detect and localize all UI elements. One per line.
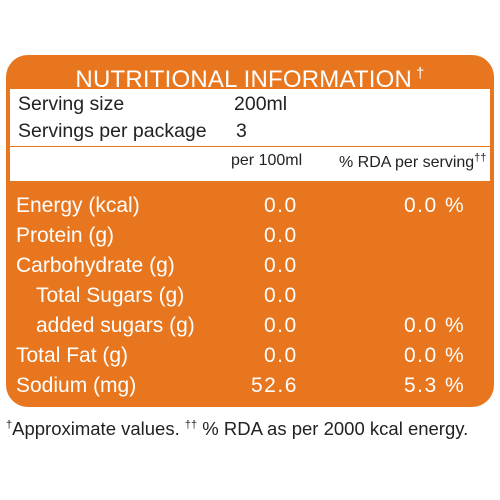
column-header-rda: % RDA per serving†† [339,152,486,172]
nutrient-rda-value: 0.0 % [404,344,466,367]
nutrient-row-total-fat: Total Fat (g) 0.0 0.0 % [6,341,494,371]
nutrient-row-added-sugars: added sugars (g) 0.0 0.0 % [6,311,494,341]
footnote-text-1: Approximate values. [12,418,185,439]
nutrient-row-energy: Energy (kcal) 0.0 0.0 % [6,191,494,221]
nutrient-per100-value: 0.0 [264,344,298,367]
servings-per-package-value: 3 [236,120,247,142]
divider [10,146,490,147]
nutrient-per100-value: 52.6 [251,374,298,397]
nutrient-per100-value: 0.0 [264,314,298,337]
nutrient-per100-value: 0.0 [264,194,298,217]
nutrient-per100-value: 0.0 [264,284,298,307]
footnote: †Approximate values. †† % RDA as per 200… [6,418,500,440]
nutrient-row-sodium: Sodium (mg) 52.6 5.3 % [6,371,494,401]
nutrition-title: NUTRITIONAL INFORMATION † [6,59,494,93]
serving-size-value: 200ml [234,93,288,115]
nutrition-panel: NUTRITIONAL INFORMATION † Serving size 20… [6,55,494,407]
nutrient-name: Total Fat (g) [16,344,129,367]
nutrient-row-protein: Protein (g) 0.0 [6,221,494,251]
footnote-mark-2: †† [184,419,198,431]
nutrient-row-carbohydrate: Carbohydrate (g) 0.0 [6,251,494,281]
nutrient-row-total-sugars: Total Sugars (g) 0.0 [6,281,494,311]
nutrient-name: Protein (g) [16,224,115,247]
nutrient-name: Energy (kcal) [16,194,140,217]
title-text: NUTRITIONAL INFORMATION [75,66,413,93]
footnote-text-2: % RDA as per 2000 kcal energy. [197,418,469,439]
title-dagger-mark: † [416,65,425,82]
nutrient-name: Total Sugars (g) [36,284,185,307]
nutrient-rda-value: 5.3 % [404,374,466,397]
footnote-mark-1: † [6,419,13,431]
column-header-rda-mark: †† [474,152,487,164]
serving-size-label: Serving size [18,93,125,115]
nutrient-name: added sugars (g) [36,314,195,337]
column-header-rda-text: % RDA per serving [339,154,475,171]
nutrient-per100-value: 0.0 [264,224,298,247]
serving-info-box: Serving size 200ml Servings per package … [10,89,490,181]
nutrient-name: Sodium (mg) [16,374,137,397]
column-header-per100: per 100ml [231,152,303,169]
servings-per-package-label: Servings per package [18,120,207,142]
nutrient-per100-value: 0.0 [264,254,298,277]
nutrient-rda-value: 0.0 % [404,314,466,337]
nutrient-rda-value: 0.0 % [404,194,466,217]
nutrient-name: Carbohydrate (g) [16,254,175,277]
